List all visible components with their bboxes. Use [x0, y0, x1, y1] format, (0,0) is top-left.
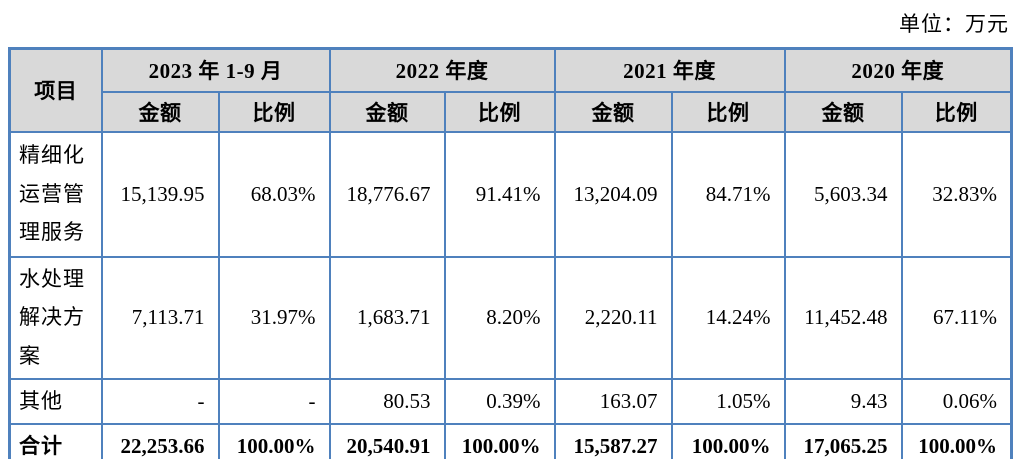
- ratio-cell: 100.00%: [670, 422, 786, 459]
- amount-cell: 15,139.95: [100, 130, 220, 258]
- total-row-label: 合计: [8, 422, 103, 459]
- amount-cell: 163.07: [553, 378, 673, 425]
- unit-label: 单位：万元: [899, 12, 1009, 36]
- amount-cell: 20,540.91: [328, 422, 446, 459]
- ratio-cell: 100.00%: [900, 422, 1013, 459]
- period-header-2020: 2020 年度: [783, 47, 1013, 93]
- subheader-ratio: 比例: [217, 90, 331, 133]
- amount-cell: 15,587.27: [553, 422, 673, 459]
- subheader-ratio: 比例: [900, 90, 1013, 133]
- table-row-total: 合计 22,253.66 100.00% 20,540.91 100.00% 1…: [8, 422, 1013, 459]
- ratio-cell: 0.39%: [443, 378, 556, 425]
- ratio-cell: -: [217, 378, 331, 425]
- amount-cell: 17,065.25: [783, 422, 903, 459]
- row-label: 其他: [8, 378, 103, 425]
- row-label: 水处理解决方案: [8, 255, 103, 381]
- ratio-cell: 100.00%: [443, 422, 556, 459]
- ratio-cell: 91.41%: [443, 130, 556, 258]
- ratio-cell: 32.83%: [900, 130, 1013, 258]
- table-row-other: 其他 - - 80.53 0.39% 163.07 1.05% 9.43 0.0…: [8, 378, 1013, 425]
- ratio-cell: 8.20%: [443, 255, 556, 381]
- header-row-periods: 项目 2023 年 1-9 月 2022 年度 2021 年度 2020 年度: [8, 47, 1013, 133]
- ratio-cell: 100.00%: [217, 422, 331, 459]
- subheader-amount: 金额: [783, 90, 903, 133]
- amount-cell: 13,204.09: [553, 130, 673, 258]
- period-header-2023: 2023 年 1-9 月: [100, 47, 331, 93]
- header-row-subheaders: 金额 比例 金额 比例 金额 比例 金额 比例: [10, 90, 1013, 133]
- amount-cell: 9.43: [783, 378, 903, 425]
- ratio-cell: 14.24%: [670, 255, 786, 381]
- amount-cell: 2,220.11: [553, 255, 673, 381]
- amount-cell: 80.53: [328, 378, 446, 425]
- amount-cell: -: [100, 378, 220, 425]
- table-row-refined-operation: 精细化运营管理服务 15,139.95 68.03% 18,776.67 91.…: [8, 130, 1013, 258]
- ratio-cell: 68.03%: [217, 130, 331, 258]
- ratio-cell: 0.06%: [900, 378, 1013, 425]
- ratio-cell: 1.05%: [670, 378, 786, 425]
- subheader-amount: 金额: [553, 90, 673, 133]
- period-header-2021: 2021 年度: [553, 47, 786, 93]
- table-row-water-treatment: 水处理解决方案 7,113.71 31.97% 1,683.71 8.20% 2…: [8, 255, 1013, 381]
- ratio-cell: 67.11%: [900, 255, 1013, 381]
- subheader-amount: 金额: [328, 90, 446, 133]
- subheader-ratio: 比例: [670, 90, 786, 133]
- amount-cell: 22,253.66: [100, 422, 220, 459]
- revenue-composition-table: 项目 2023 年 1-9 月 2022 年度 2021 年度 2020 年度 …: [8, 47, 1013, 459]
- subheader-ratio: 比例: [443, 90, 556, 133]
- amount-cell: 11,452.48: [783, 255, 903, 381]
- corner-header-item: 项目: [8, 47, 103, 133]
- ratio-cell: 84.71%: [670, 130, 786, 258]
- amount-cell: 7,113.71: [100, 255, 220, 381]
- row-label: 精细化运营管理服务: [8, 130, 103, 258]
- amount-cell: 5,603.34: [783, 130, 903, 258]
- subheader-amount: 金额: [100, 90, 220, 133]
- amount-cell: 1,683.71: [328, 255, 446, 381]
- amount-cell: 18,776.67: [328, 130, 446, 258]
- period-header-2022: 2022 年度: [328, 47, 556, 93]
- ratio-cell: 31.97%: [217, 255, 331, 381]
